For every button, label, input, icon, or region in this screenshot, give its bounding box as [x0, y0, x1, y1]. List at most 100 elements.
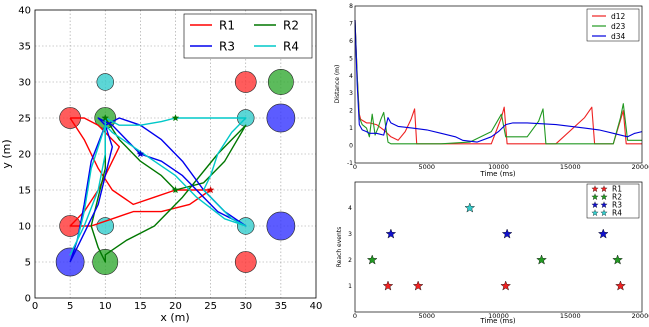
distance-line-d23: [354, 19, 642, 145]
distance-y-tick-label: 5: [349, 55, 353, 62]
reach-y-tick-label: 2: [348, 257, 352, 264]
distance-x-axis-label: Time (ms): [479, 170, 516, 178]
reach-events-plot: 0 5000 10000 15000 20000 1 2 3 4 Time (ms) Reach…: [336, 181, 649, 325]
distance-x-tick-label: 20000: [632, 163, 649, 171]
obstacle-circle: [96, 73, 114, 91]
reach-x-tick-label: 0: [353, 312, 357, 320]
obstacle-circle: [267, 69, 294, 95]
trajectory-y-tick-label: 10: [18, 222, 31, 233]
star-marker: [136, 150, 145, 158]
legend-star-r2: [600, 193, 608, 201]
distance-y-tick-label: 4: [349, 73, 353, 80]
legend-label-r4: R4: [612, 209, 622, 218]
trajectory-x-tick-label: 5: [67, 301, 73, 312]
distance-lines: [354, 19, 643, 145]
reach-y-axis-label: Reach events: [336, 227, 343, 268]
reach-x-tick-label: 15000: [560, 312, 581, 320]
distance-y-tick-label: -1: [347, 160, 353, 167]
reach-y-tick-label: 4: [348, 205, 352, 212]
trajectory-x-tick-label: 25: [204, 301, 217, 312]
legend-star-r3: [600, 201, 608, 209]
reach-event-star-r2: [366, 254, 378, 265]
legend-label-r2: R2: [283, 19, 299, 33]
reach-event-star-r2: [536, 254, 547, 265]
legend-label-d34: d34: [611, 32, 626, 41]
star-marker: [206, 186, 215, 194]
legend-label-r1: R1: [612, 185, 622, 194]
trajectory-y-tick-label: 35: [18, 42, 31, 53]
star-marker: [171, 114, 180, 122]
reach-tick-labels: 0 5000 10000 15000 20000 1 2 3 4: [348, 205, 649, 320]
trajectory-line-r3: [69, 117, 247, 263]
reach-x-axis-label: Time (ms): [479, 317, 516, 325]
trajectory-x-tick-label: 30: [239, 301, 252, 312]
legend-star-r2: [591, 193, 599, 201]
legend-label-r2: R2: [612, 193, 622, 202]
obstacle-circle: [234, 71, 257, 93]
trajectory-y-tick-label: 15: [18, 186, 31, 197]
reach-y-tick-label: 3: [348, 231, 352, 238]
trajectory-x-tick-label: 40: [310, 301, 323, 312]
reach-y-tick-label: 1: [348, 283, 352, 290]
trajectory-y-tick-label: 40: [18, 6, 31, 17]
legend-label-r3: R3: [612, 201, 622, 210]
trajectory-y-axis-label: y (m): [0, 139, 13, 168]
trajectory-x-tick-label: 20: [169, 301, 182, 312]
legend-label-d12: d12: [611, 12, 626, 21]
legend-label-r3: R3: [219, 40, 235, 54]
reach-x-tick-label: 10000: [488, 312, 509, 320]
trajectory-tick-labels: 0 5 10 15 20 25 30 35 40 0 5 10 15 20 25 30 35 40: [18, 6, 322, 313]
distance-y-axis-label: Distance (m): [334, 65, 341, 104]
distance-y-tick-label: 0: [349, 143, 353, 150]
trajectory-x-tick-label: 0: [32, 301, 38, 312]
legend-label-r4: R4: [283, 40, 299, 54]
reach-x-tick-label: 5000: [418, 312, 435, 320]
trajectory-x-tick-label: 15: [134, 301, 147, 312]
reach-event-star-r3: [597, 228, 609, 239]
reach-event-star-r1: [412, 280, 424, 291]
reach-event-star-r3: [501, 228, 513, 239]
distance-x-tick-label: 10000: [488, 163, 509, 171]
trajectory-x-axis-label: x (m): [160, 311, 189, 324]
trajectory-x-tick-label: 35: [275, 301, 288, 312]
distance-x-tick-label: 0: [353, 163, 357, 171]
obstacle-circle: [96, 217, 114, 235]
reach-event-star-r1: [500, 280, 511, 291]
trajectory-legend-entries: R1 R2 R3 R4: [190, 19, 299, 54]
legend-star-r3: [591, 201, 599, 209]
obstacle-circle: [266, 211, 296, 241]
reach-event-star-r1: [382, 280, 394, 291]
trajectory-y-tick-label: 30: [18, 78, 31, 89]
legend-label-d23: d23: [611, 22, 626, 31]
trajectory-plot-frame: [34, 9, 317, 299]
reach-event-star-r2: [612, 254, 623, 265]
obstacle-circle: [266, 103, 296, 133]
legend-star-r1: [600, 185, 608, 193]
trajectory-y-tick-label: 0: [25, 294, 31, 305]
legend-star-r1: [591, 185, 599, 193]
obstacle-circle: [234, 251, 257, 273]
trajectory-line-r4: [69, 117, 247, 256]
distance-y-tick-label: 8: [349, 3, 353, 10]
trajectory-line-r1: [69, 117, 212, 227]
distance-plot-frame: [354, 5, 643, 164]
legend-label-r1: R1: [219, 19, 235, 33]
reach-x-tick-label: 20000: [632, 312, 649, 320]
reach-event-star-r1: [615, 280, 626, 291]
reach-event-markers: [366, 202, 626, 291]
legend-star-r4: [591, 209, 599, 217]
distance-y-tick-label: 7: [349, 20, 353, 27]
trajectory-x-tick-label: 10: [99, 301, 112, 312]
reach-plot-frame: [354, 181, 643, 313]
distance-y-tick-label: 2: [349, 108, 353, 115]
distance-line-d34: [354, 19, 643, 143]
distance-x-tick-label: 5000: [418, 163, 435, 171]
trajectory-line-r2: [90, 117, 247, 263]
